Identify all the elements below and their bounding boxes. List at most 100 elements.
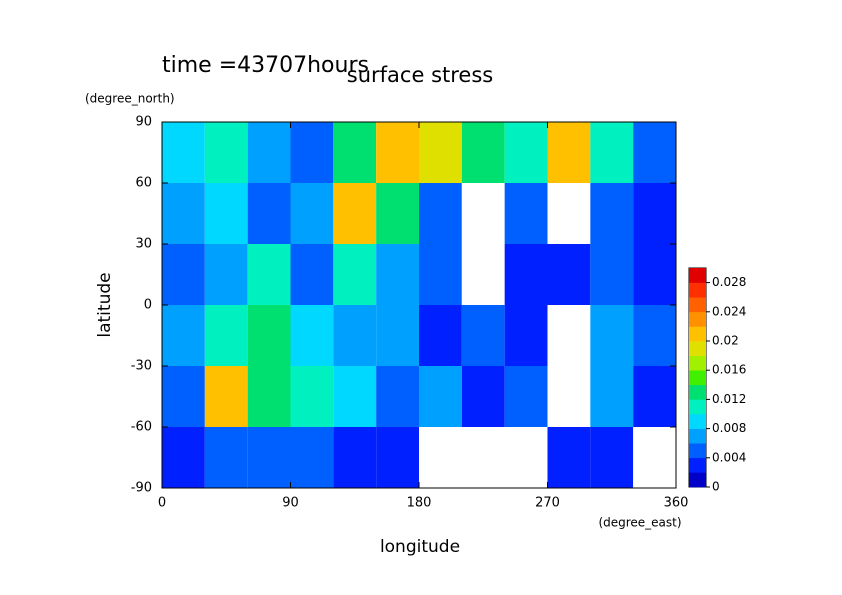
heat-cell: [204, 122, 248, 183]
heat-cell: [333, 244, 377, 305]
colorbar-segment: [689, 297, 706, 313]
colorbar-segment: [689, 414, 706, 429]
heat-cell: [376, 366, 419, 427]
heat-cell: [376, 305, 419, 366]
colorbar-segment: [689, 326, 706, 342]
heat-cell: [419, 183, 462, 244]
heat-cell: [376, 427, 419, 488]
heat-cell: [204, 244, 248, 305]
heat-cell: [633, 427, 676, 488]
heat-cell: [162, 427, 205, 488]
heat-cell: [333, 305, 377, 366]
heat-cell: [419, 366, 462, 427]
heat-cell: [333, 366, 377, 427]
x-unit: (degree_east): [598, 516, 681, 530]
colorbar-tick-label: 0.012: [712, 392, 746, 406]
y-tick-label: 60: [135, 176, 152, 191]
heat-cell: [590, 122, 634, 183]
heat-cell: [461, 427, 505, 488]
heat-cell: [547, 305, 591, 366]
heat-cell: [590, 366, 634, 427]
colorbar-segment: [689, 282, 706, 298]
heat-cell: [247, 122, 291, 183]
x-tick-label: 360: [664, 496, 689, 511]
colorbar-segment: [689, 428, 706, 444]
x-tick-label: 0: [158, 496, 166, 511]
colorbar-segment: [689, 311, 706, 327]
heat-cell: [247, 366, 291, 427]
heat-cell: [590, 427, 634, 488]
heat-cell: [547, 244, 591, 305]
heat-cell: [547, 366, 591, 427]
heat-cell: [290, 305, 334, 366]
heat-cell: [247, 244, 291, 305]
heat-cell: [590, 183, 634, 244]
subtitle: time =43707hours: [162, 53, 369, 78]
heat-cell: [461, 244, 505, 305]
y-tick-label: 90: [135, 115, 152, 130]
colorbar-segment: [689, 399, 706, 415]
colorbar-segment: [689, 370, 706, 386]
heat-cell: [290, 183, 334, 244]
x-axis-label: longitude: [380, 537, 460, 557]
heat-cell: [162, 122, 205, 183]
heat-cell: [590, 244, 634, 305]
heat-cell: [247, 305, 291, 366]
heat-cell: [504, 183, 548, 244]
heat-cell: [633, 366, 676, 427]
colorbar-tick-label: 0.016: [712, 363, 746, 377]
heat-cell: [204, 366, 248, 427]
colorbar-tick-label: 0.008: [712, 421, 746, 435]
heat-cell: [204, 427, 248, 488]
heat-cell: [461, 366, 505, 427]
x-tick-label: 270: [535, 496, 560, 511]
heat-cell: [547, 427, 591, 488]
y-tick-label: -90: [131, 481, 152, 496]
y-tick-label: 30: [135, 237, 152, 252]
heat-cell: [247, 427, 291, 488]
heat-cell: [376, 122, 419, 183]
heat-cell: [504, 122, 548, 183]
colorbar-segment: [689, 443, 706, 459]
heat-cell: [419, 122, 462, 183]
y-unit: (degree_north): [85, 92, 175, 106]
heat-cell: [333, 427, 377, 488]
heat-cell: [461, 183, 505, 244]
colorbar-segment: [689, 472, 706, 488]
chart-title: surface stress: [347, 63, 493, 87]
heat-cell: [204, 305, 248, 366]
colorbar-segment: [689, 341, 706, 356]
heat-cell: [547, 183, 591, 244]
colorbar-tick-label: 0.024: [712, 304, 746, 318]
heat-cell: [290, 244, 334, 305]
heat-cell: [504, 427, 548, 488]
heat-cell: [547, 122, 591, 183]
heat-cell: [504, 244, 548, 305]
heat-cell: [633, 244, 676, 305]
heat-cell: [376, 244, 419, 305]
colorbar-segment: [689, 384, 706, 400]
heat-cell: [162, 183, 205, 244]
colorbar-tick-label: 0.02: [712, 334, 739, 348]
y-tick-label: 0: [144, 298, 152, 313]
colorbar-segment: [689, 268, 706, 283]
x-tick-label: 90: [282, 496, 299, 511]
colorbar-segment: [689, 355, 706, 371]
y-axis-label: latitude: [95, 272, 115, 337]
heat-cell: [633, 183, 676, 244]
heat-cell: [461, 305, 505, 366]
heat-cell: [247, 183, 291, 244]
heat-cell: [162, 366, 205, 427]
heat-cell: [633, 305, 676, 366]
heat-cell: [376, 183, 419, 244]
x-tick-label: 180: [407, 496, 432, 511]
heat-cell: [290, 366, 334, 427]
y-tick-label: -30: [131, 359, 152, 374]
heat-cell: [290, 427, 334, 488]
heat-cell: [204, 183, 248, 244]
heat-cell: [290, 122, 334, 183]
y-tick-label: -60: [131, 420, 152, 435]
heat-cell: [504, 305, 548, 366]
heat-cell: [333, 122, 377, 183]
heat-cell: [162, 305, 205, 366]
